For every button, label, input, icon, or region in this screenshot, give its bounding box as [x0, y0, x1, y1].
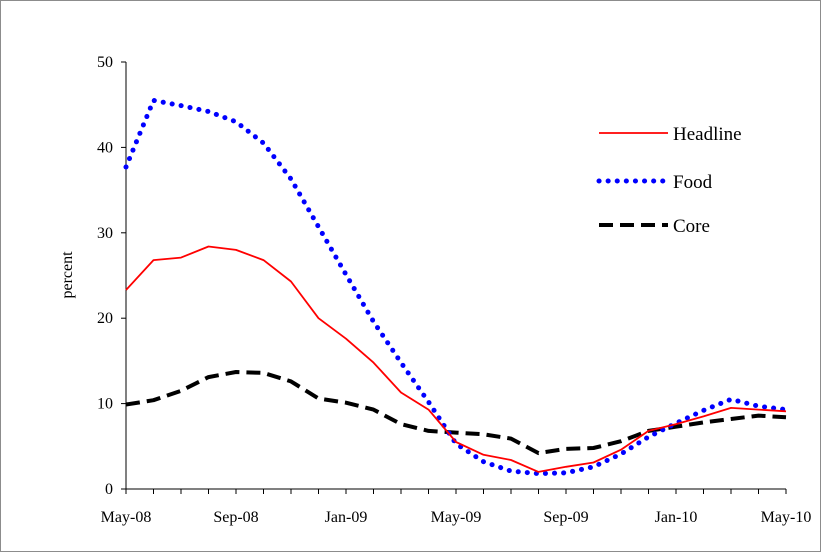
legend-label-headline: Headline: [673, 124, 742, 145]
axes: 0 10 20 30 40 50 May-08 Sep-08 Jan-09 May-09 Sep-0…: [97, 54, 811, 526]
x-tick-label: May-10: [761, 509, 812, 526]
series-line-core: [125, 370, 787, 456]
y-tick-label: 0: [105, 481, 113, 498]
y-tick-label: 20: [97, 310, 113, 327]
series-line-food: [123, 97, 789, 477]
y-tick-label: 40: [97, 139, 113, 156]
y-axis-title: percent: [59, 251, 76, 299]
y-tick-label: 10: [97, 396, 113, 413]
x-tick-label: Jan-10: [655, 509, 698, 526]
x-tick-label: Sep-08: [213, 509, 258, 526]
x-tick-label: Sep-09: [543, 509, 588, 526]
legend: Headline Food Core: [596, 124, 742, 237]
y-tick-label: 30: [97, 225, 113, 242]
y-tick-label: 50: [97, 54, 113, 71]
x-tick-label: Jan-09: [325, 509, 368, 526]
legend-label-core: Core: [673, 216, 710, 237]
series-line-headline: [125, 245, 787, 473]
x-tick-label: May-08: [101, 509, 152, 526]
legend-label-food: Food: [673, 172, 713, 193]
x-tick-label: May-09: [431, 509, 482, 526]
series-layer: [123, 97, 789, 477]
